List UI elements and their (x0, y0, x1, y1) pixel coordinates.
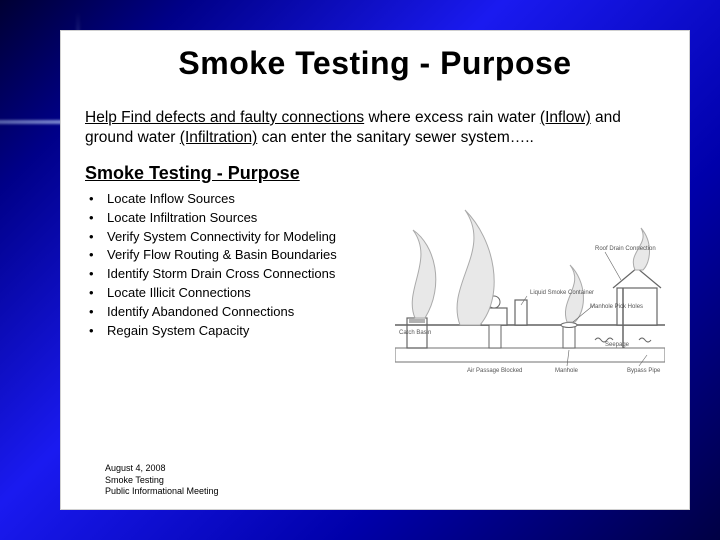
footer-line: Smoke Testing (105, 475, 219, 486)
bullet-list: Locate Inflow Sources Locate Infiltratio… (85, 190, 385, 375)
smoke-test-diagram: Catch Basin Air Passage Blocked Liquid S… (395, 190, 665, 375)
intro-text-6: can enter the sanitary sewer system….. (257, 129, 534, 146)
intro-paragraph: Help Find defects and faulty connections… (85, 108, 665, 149)
two-column-row: Locate Inflow Sources Locate Infiltratio… (85, 190, 665, 375)
intro-underline-infiltration: (Infiltration) (180, 129, 258, 146)
footer-line: August 4, 2008 (105, 463, 219, 474)
slide-footer: August 4, 2008 Smoke Testing Public Info… (105, 463, 219, 497)
list-item: Verify Flow Routing & Basin Boundaries (85, 246, 385, 265)
diagram-label: Manhole Pick Holes (590, 304, 643, 310)
slide-title: Smoke Testing - Purpose (85, 45, 665, 82)
diagram-label: Seepage (605, 342, 630, 348)
list-item: Verify System Connectivity for Modeling (85, 228, 385, 247)
diagram-svg: Catch Basin Air Passage Blocked Liquid S… (395, 190, 665, 375)
list-item: Locate Illicit Connections (85, 284, 385, 303)
intro-underline-1: Help Find defects and faulty connections (85, 109, 364, 126)
diagram-label: Catch Basin (399, 330, 431, 336)
list-item: Locate Inflow Sources (85, 190, 385, 209)
list-item: Identify Abandoned Connections (85, 303, 385, 322)
content-panel: Smoke Testing - Purpose Help Find defect… (60, 30, 690, 510)
intro-underline-inflow: (Inflow) (540, 109, 591, 126)
list-item: Identify Storm Drain Cross Connections (85, 265, 385, 284)
diagram-label: Manhole (555, 368, 579, 374)
diagram-label: Roof Drain Connection (595, 246, 656, 252)
diagram-label: Liquid Smoke Container (530, 290, 594, 296)
subheading: Smoke Testing - Purpose (85, 163, 665, 184)
list-item: Locate Infiltration Sources (85, 209, 385, 228)
diagram-label: Bypass Pipe (627, 368, 661, 374)
footer-line: Public Informational Meeting (105, 486, 219, 497)
diagram-label: Air Passage Blocked (467, 368, 522, 374)
list-item: Regain System Capacity (85, 322, 385, 341)
intro-text-2: where excess rain water (364, 109, 540, 126)
